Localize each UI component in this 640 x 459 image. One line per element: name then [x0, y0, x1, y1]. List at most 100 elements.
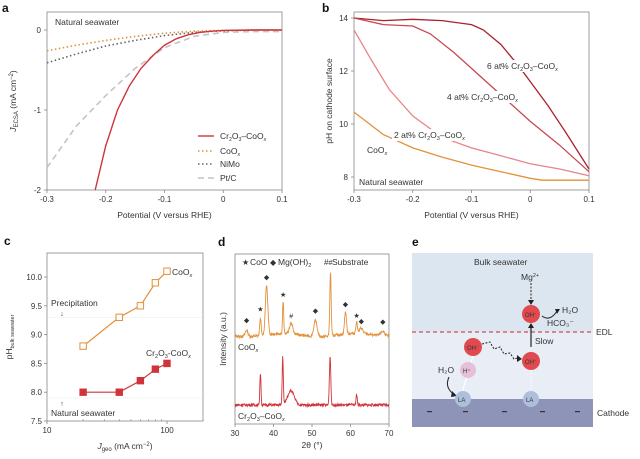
legend-label: CoO [250, 257, 268, 267]
data-point [115, 388, 123, 396]
oh-label-top: OH− [525, 311, 537, 320]
legend-label: Substrate [332, 257, 369, 267]
xrd-trace [234, 272, 390, 340]
legend-label: Cr2O3–CoOx [220, 131, 267, 143]
y-tick-label: 0 [37, 26, 42, 35]
panel-label-e: e [412, 235, 419, 249]
peak-marker: # [329, 260, 333, 267]
series-label: CoOx [367, 145, 387, 157]
x-tick-label: 50 [308, 429, 317, 438]
series-line [353, 29, 590, 177]
label-background [445, 91, 533, 103]
x-axis-label: Potential (V versus RHE) [424, 210, 519, 220]
data-point [79, 388, 87, 396]
panel-label-b: b [322, 1, 329, 15]
peak-marker: ★ [354, 312, 360, 320]
series-label-cr2o3-coox: Cr2O3-CoOx [146, 348, 191, 360]
y-tick-label: 9.0 [31, 331, 43, 340]
x-tick-label: 60 [346, 429, 355, 438]
peak-marker: # [289, 314, 293, 321]
series-line [353, 17, 590, 173]
bulk-seawater-label: Bulk seawater [474, 257, 528, 267]
peak-marker: ★ [280, 291, 286, 299]
cathode-region [412, 399, 593, 427]
x-tick-label: -0.3 [40, 195, 54, 204]
series-label: 4 at% Cr2O3–CoOx [447, 92, 518, 104]
legend-label: Pt/C [220, 173, 237, 183]
series-pt-c [46, 30, 282, 169]
x-tick-label: -0.2 [99, 195, 113, 204]
legend-symbol: ★ [242, 258, 249, 267]
y-tick-label: -2 [34, 186, 42, 195]
data-point [151, 279, 160, 287]
panel-label-a: a [2, 1, 9, 15]
peak-marker: ◆ [359, 318, 365, 325]
legend-symbol: # [324, 258, 329, 267]
hco3-label: HCO₃⁻ [547, 318, 574, 328]
data-point [163, 359, 171, 368]
label-background [485, 60, 573, 72]
la-site-left [455, 391, 471, 407]
x-tick-label: 10 [43, 426, 52, 435]
h-ion-label: H⁺ [463, 368, 471, 375]
x-tick-label: 40 [269, 429, 278, 438]
y-axis-label: pH on cathode surface [324, 58, 334, 144]
la-label-right: LA [526, 398, 533, 404]
series-label: 2 at% Cr2O3–CoOx [394, 130, 465, 142]
series-nimo [46, 29, 282, 64]
panel-label-d: d [218, 235, 225, 249]
series-cr2o3-coox [94, 29, 282, 191]
panel-b-chart: -0.3 -0.2 -0.1 0 0.1 8 10 12 14 Potential (V vers… [324, 11, 595, 220]
y-tick-label: 10 [339, 120, 348, 129]
data-point [136, 302, 145, 310]
x-tick-label: -0.1 [158, 195, 172, 204]
trace-label-cr2o3-coox: Cr2O3–CoOx [238, 411, 285, 423]
la-label-left: LA [458, 398, 465, 404]
trace-label-coox: CoOx [238, 342, 258, 354]
legend-label: CoOx [220, 146, 240, 158]
xrd-trace [234, 356, 390, 409]
y-axis-label: pHbulk seawater [4, 314, 16, 359]
x-tick-label: -0.3 [347, 195, 361, 204]
edl-region [412, 332, 593, 399]
y-tick-label: 9.5 [31, 302, 43, 311]
natural-seawater-label: Natural seawater [51, 408, 115, 418]
legend-label: Mg(OH)2 [278, 257, 311, 269]
data-point [79, 342, 87, 350]
x-axis-label: Jgeo (mA cm−2) [96, 441, 152, 453]
oh-ion-right [522, 352, 540, 370]
x-tick-label: -0.2 [406, 195, 420, 204]
y-tick-label: 8.0 [31, 388, 43, 397]
seawater-arrow-icon: ↑ [60, 401, 64, 408]
series-coox [46, 29, 282, 52]
series-label-coox: CoOx [172, 267, 192, 279]
x-tick-label: -0.1 [465, 195, 479, 204]
oh-label-left: OH− [467, 344, 479, 353]
annotation-natural-seawater: Natural seawater [55, 17, 119, 27]
y-axis-label: Intensity (a.u.) [218, 312, 228, 366]
x-axis-label: 2θ (°) [302, 440, 323, 450]
reaction-arrow [541, 310, 558, 319]
series-line [353, 17, 590, 170]
peak-marker: ◆ [343, 302, 349, 309]
legend-symbol: ◆ [270, 258, 277, 267]
x-tick-label: 0.1 [583, 195, 595, 204]
label-background [365, 144, 385, 156]
mg-arrowhead [528, 300, 534, 305]
slow-arrowhead [528, 323, 534, 328]
peak-marker: ◆ [244, 318, 250, 325]
y-tick-label: 8.5 [31, 359, 43, 368]
y-tick-label: 10.0 [26, 273, 42, 282]
label-background [392, 129, 480, 141]
peak-marker: ◆ [313, 308, 319, 315]
series-line [353, 111, 589, 181]
series-label: 6 at% Cr2O3–CoOx [487, 61, 558, 73]
x-tick-label: 70 [385, 429, 394, 438]
x-tick-label: 100 [160, 426, 174, 435]
h2o-arrowhead [451, 391, 457, 397]
peak-marker: ★ [257, 305, 263, 313]
panel-c-frame [46, 252, 204, 422]
y-tick-label: 8 [344, 173, 349, 182]
peak-marker: ◆ [264, 274, 270, 281]
slow-label: Slow [535, 336, 554, 346]
